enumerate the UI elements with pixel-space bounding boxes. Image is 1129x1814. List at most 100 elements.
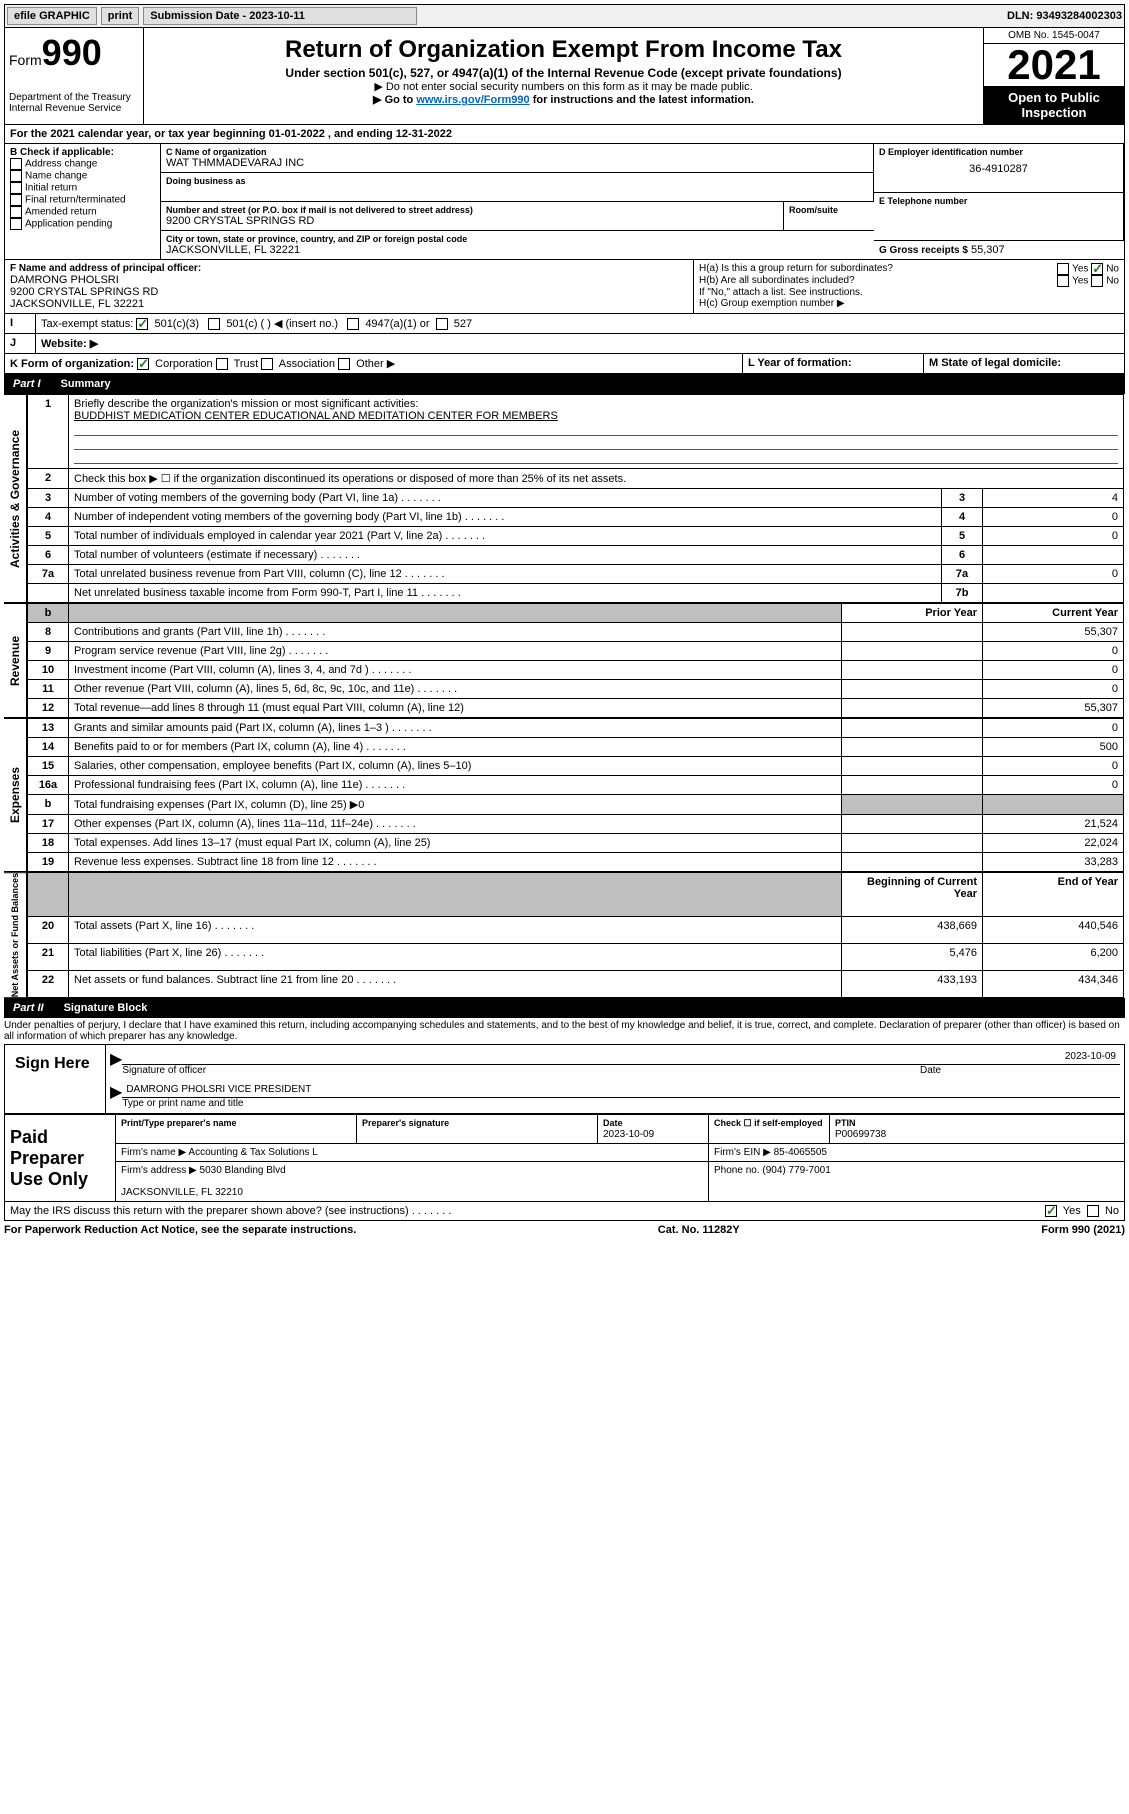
form-subtitle: Under section 501(c), 527, or 4947(a)(1)… (150, 66, 977, 80)
section-expenses: Expenses 13Grants and similar amounts pa… (4, 718, 1125, 872)
hb-yes[interactable] (1057, 275, 1069, 287)
exp-row: 16aProfessional fundraising fees (Part I… (28, 776, 1124, 795)
prep-date: 2023-10-09 (603, 1129, 654, 1140)
ha-yes[interactable] (1057, 263, 1069, 275)
section-governance: Activities & Governance 1 Briefly descri… (4, 394, 1125, 603)
hb-no[interactable] (1091, 275, 1103, 287)
sign-here-label: Sign Here (5, 1045, 106, 1113)
firm-name: Accounting & Tax Solutions L (188, 1147, 317, 1158)
exp-row: 19Revenue less expenses. Subtract line 1… (28, 853, 1124, 872)
header-title-box: Return of Organization Exempt From Incom… (144, 28, 983, 124)
ein-label: D Employer identification number (879, 147, 1118, 157)
chk-other[interactable] (338, 358, 350, 370)
row-i: I Tax-exempt status: 501(c)(3) 501(c) ( … (4, 314, 1125, 334)
gov-label: Activities & Governance (4, 394, 27, 603)
form-word: Form (9, 52, 42, 68)
cat-no: Cat. No. 11282Y (658, 1224, 740, 1236)
irs-link[interactable]: www.irs.gov/Form990 (416, 94, 529, 106)
chk-app-pending[interactable] (10, 218, 22, 230)
efile-label: efile GRAPHIC (7, 7, 97, 25)
chk-501c[interactable] (208, 318, 220, 330)
rev-row: 10Investment income (Part VIII, column (… (28, 661, 1124, 680)
chk-501c3[interactable] (136, 318, 148, 330)
addr-label: Number and street (or P.O. box if mail i… (166, 205, 778, 215)
section-net-assets: Net Assets or Fund Balances Beginning of… (4, 872, 1125, 998)
form-id-box: Form990 Department of the Treasury Inter… (5, 28, 144, 124)
exp-label: Expenses (4, 718, 27, 872)
gov-row: 4Number of independent voting members of… (28, 508, 1124, 527)
box-b-title: B Check if applicable: (10, 147, 155, 158)
chk-final-return[interactable] (10, 194, 22, 206)
net-label: Net Assets or Fund Balances (4, 872, 27, 998)
discuss-no[interactable] (1087, 1205, 1099, 1217)
irs-label: Internal Revenue Service (9, 103, 139, 114)
exp-row: 14Benefits paid to or for members (Part … (28, 738, 1124, 757)
ptin-value: P00699738 (835, 1129, 886, 1140)
exp-row: 13Grants and similar amounts paid (Part … (28, 719, 1124, 738)
gov-row: 7aTotal unrelated business revenue from … (28, 565, 1124, 584)
page-footer: For Paperwork Reduction Act Notice, see … (4, 1221, 1125, 1239)
tax-year-line: For the 2021 calendar year, or tax year … (5, 125, 1124, 143)
officer-group-row: F Name and address of principal officer:… (4, 260, 1125, 314)
part2-header: Part II Signature Block (4, 998, 1125, 1018)
net-row: 22Net assets or fund balances. Subtract … (28, 971, 1124, 998)
box-b: B Check if applicable: Address change Na… (5, 144, 161, 259)
gov-row: 6Total number of volunteers (estimate if… (28, 546, 1124, 565)
paid-preparer-label: Paid Preparer Use Only (5, 1115, 116, 1202)
firm-phone: (904) 779-7001 (762, 1165, 830, 1176)
chk-initial-return[interactable] (10, 182, 22, 194)
dba-label: Doing business as (166, 176, 868, 186)
chk-527[interactable] (436, 318, 448, 330)
row-klm: K Form of organization: Corporation Trus… (4, 354, 1125, 374)
officer-print-name: DAMRONG PHOLSRI VICE PRESIDENT (122, 1082, 1120, 1098)
dept-treasury: Department of the Treasury (9, 92, 139, 103)
firm-addr: 5030 Blanding Blvd (200, 1165, 286, 1176)
discuss-yes[interactable] (1045, 1205, 1057, 1217)
firm-ein: 85-4065505 (774, 1147, 827, 1158)
org-info-grid: B Check if applicable: Address change Na… (4, 144, 1125, 260)
top-toolbar: efile GRAPHIC print Submission Date - 20… (4, 4, 1125, 28)
submission-date: Submission Date - 2023-10-11 (143, 7, 417, 25)
exp-row: 17Other expenses (Part IX, column (A), l… (28, 815, 1124, 834)
city-label: City or town, state or province, country… (166, 234, 869, 244)
date-label: Date (920, 1065, 1120, 1076)
perjury-declaration: Under penalties of perjury, I declare th… (4, 1018, 1125, 1044)
print-button[interactable]: print (101, 7, 139, 25)
net-row: 20Total assets (Part X, line 16)438,6694… (28, 917, 1124, 944)
phone-label: E Telephone number (879, 196, 1118, 206)
dln-label: DLN: 93493284002303 (1007, 10, 1122, 22)
gov-row: 5Total number of individuals employed in… (28, 527, 1124, 546)
open-public-badge: Open to Public Inspection (984, 86, 1124, 124)
chk-name-change[interactable] (10, 170, 22, 182)
tax-year: 2021 (984, 44, 1124, 86)
box-d-e-g: D Employer identification number 36-4910… (874, 144, 1124, 259)
rev-row: 11Other revenue (Part VIII, column (A), … (28, 680, 1124, 699)
discuss-row: May the IRS discuss this return with the… (4, 1202, 1125, 1221)
year-box: OMB No. 1545-0047 2021 Open to Public In… (983, 28, 1124, 124)
ha-no[interactable] (1091, 263, 1103, 275)
chk-corp[interactable] (137, 358, 149, 370)
chk-amended[interactable] (10, 206, 22, 218)
print-name-label: Type or print name and title (122, 1098, 1120, 1109)
form-number: 990 (42, 32, 102, 73)
form-title: Return of Organization Exempt From Incom… (150, 36, 977, 64)
org-city: JACKSONVILLE, FL 32221 (166, 244, 869, 256)
org-address: 9200 CRYSTAL SPRINGS RD (166, 215, 778, 227)
box-c: C Name of organization WAT THMMADEVARAJ … (161, 144, 874, 259)
org-name: WAT THMMADEVARAJ INC (166, 157, 868, 169)
box-h: H(a) Is this a group return for subordin… (694, 260, 1124, 313)
paid-preparer-table: Paid Preparer Use Only Print/Type prepar… (4, 1114, 1125, 1202)
room-label: Room/suite (789, 205, 869, 215)
org-name-label: C Name of organization (166, 147, 868, 157)
sig-officer-label: Signature of officer (122, 1065, 920, 1076)
chk-assoc[interactable] (261, 358, 273, 370)
chk-4947[interactable] (347, 318, 359, 330)
part1-header: Part I Summary (4, 374, 1125, 394)
officer-addr: 9200 CRYSTAL SPRINGS RD (10, 286, 688, 298)
form-header: Form990 Department of the Treasury Inter… (4, 28, 1125, 125)
chk-trust[interactable] (216, 358, 228, 370)
form-page: Form 990 (2021) (1041, 1224, 1125, 1236)
chk-address-change[interactable] (10, 158, 22, 170)
line-a: For the 2021 calendar year, or tax year … (4, 125, 1125, 144)
row-j: J Website: ▶ (4, 334, 1125, 354)
